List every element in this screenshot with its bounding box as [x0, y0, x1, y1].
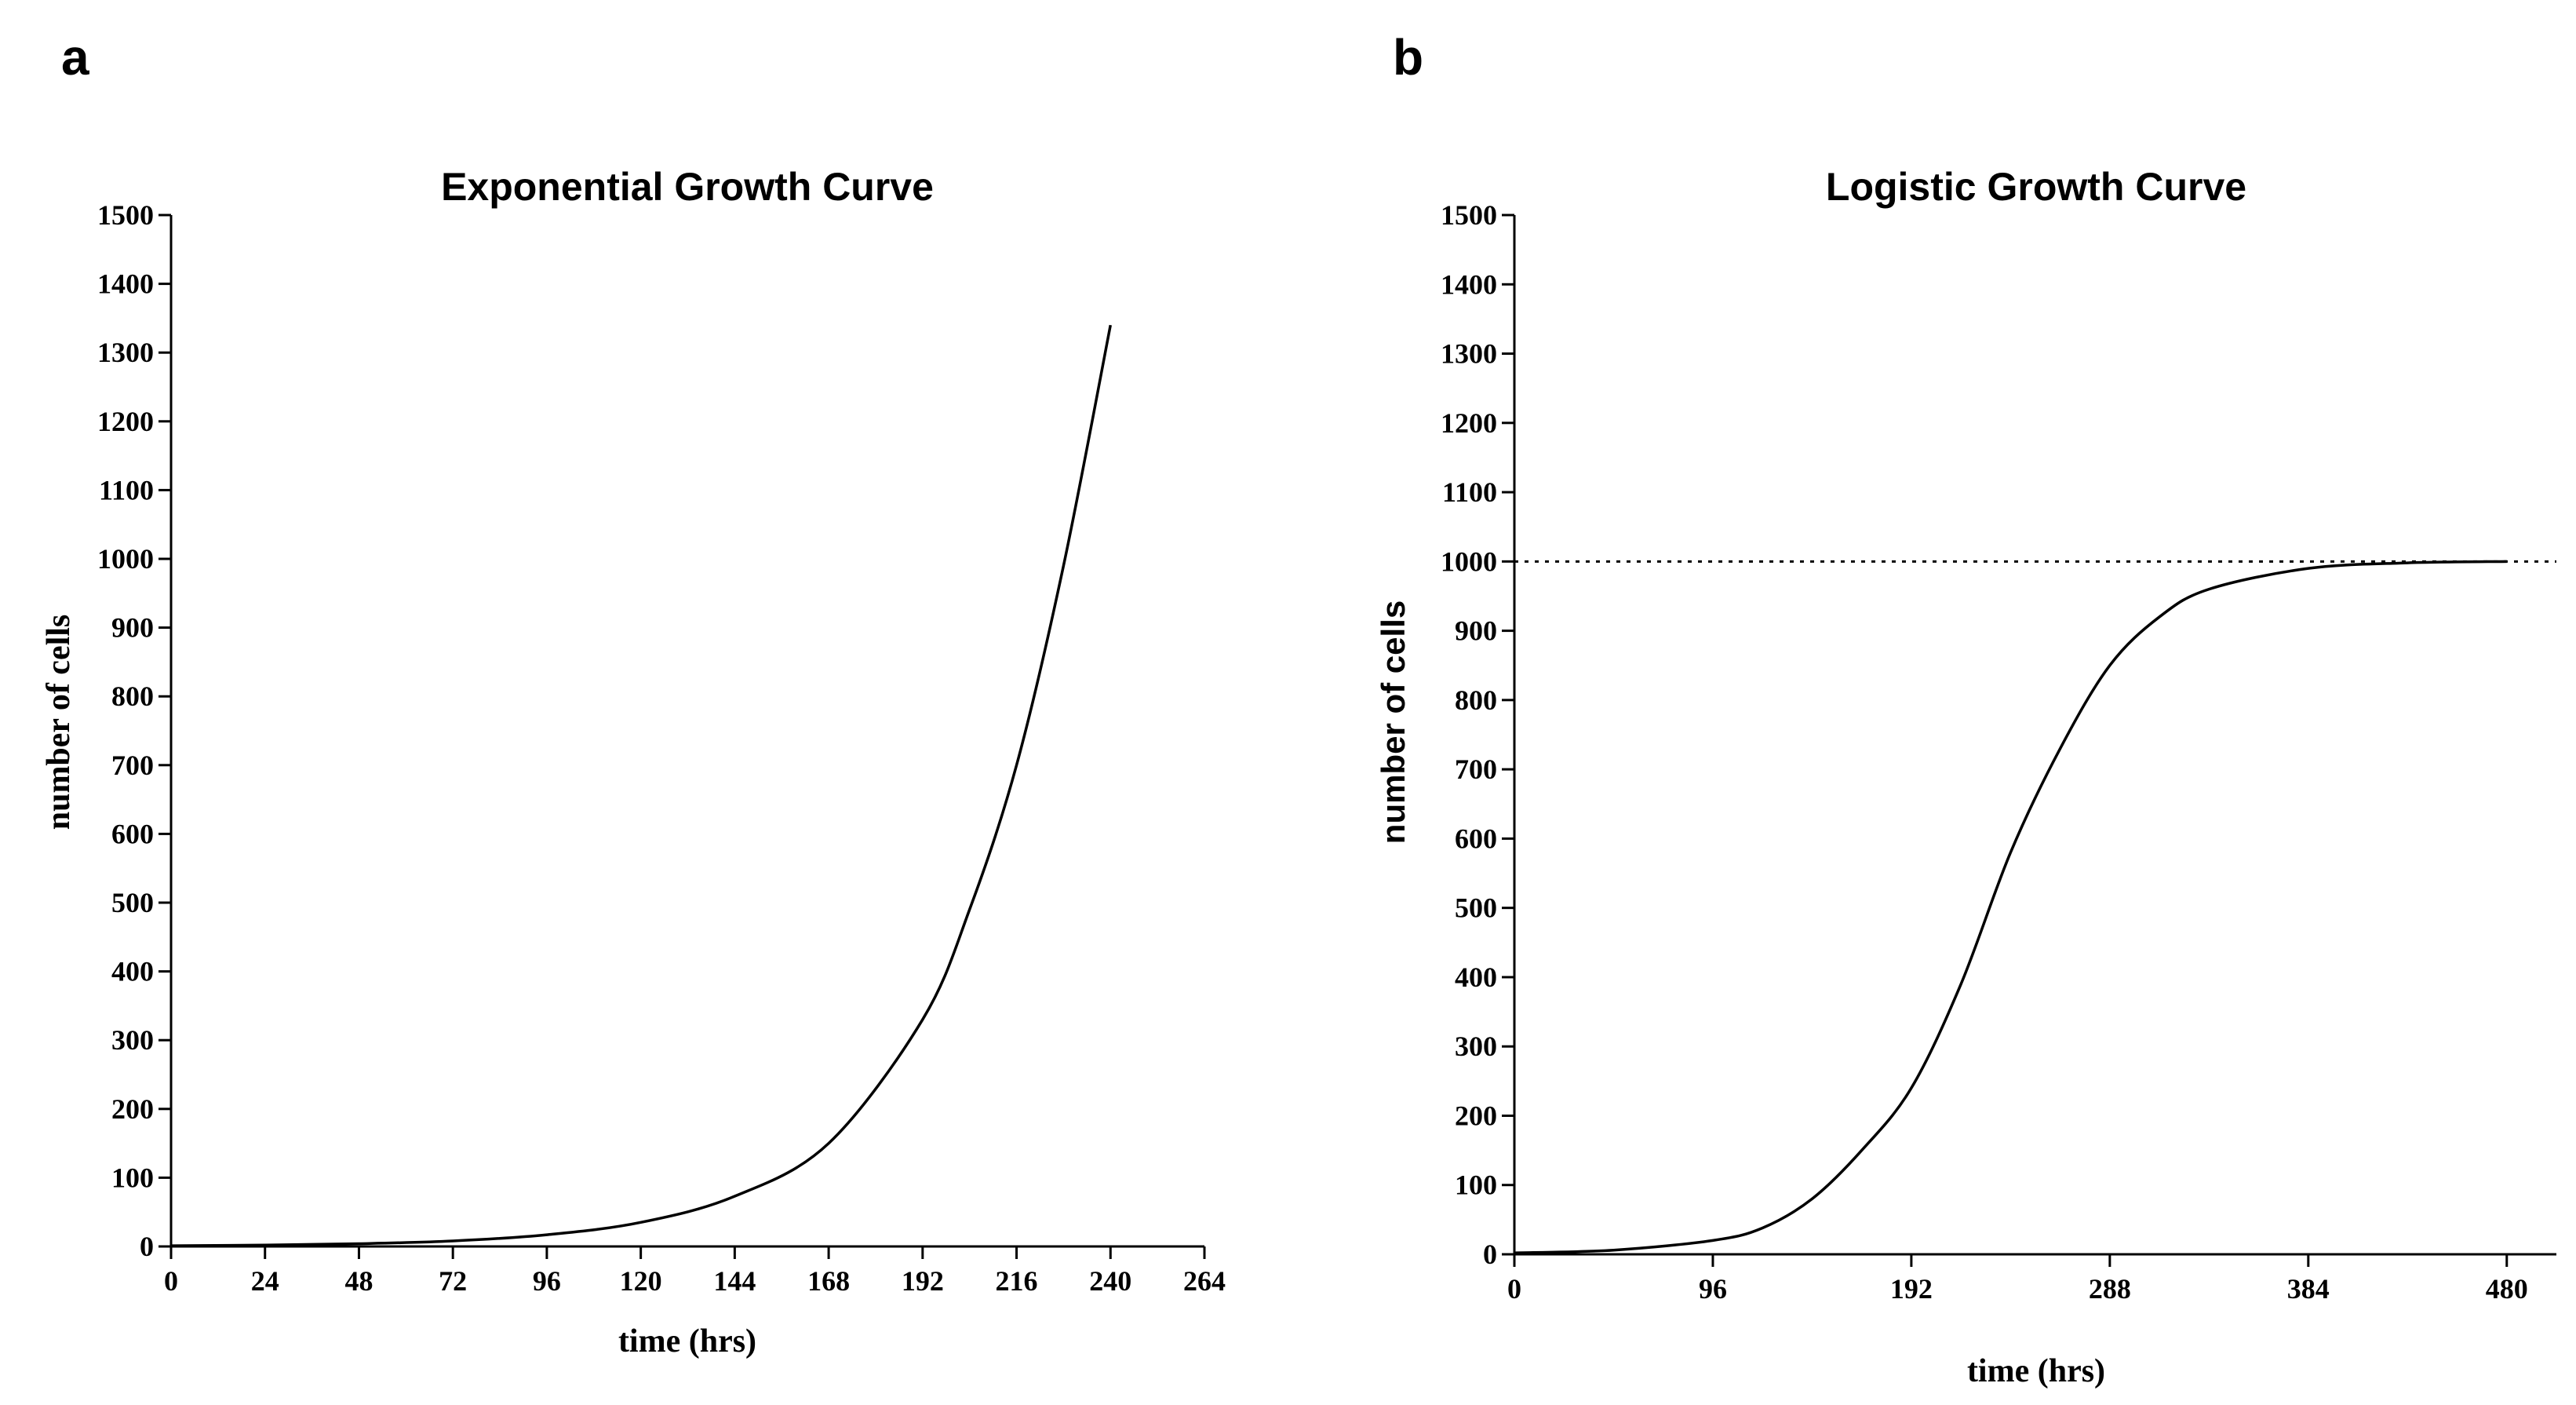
logistic-y-tick-label: 600: [1455, 823, 1497, 854]
logistic-series: [1514, 560, 2507, 1254]
exponential-x-tick-label: 120: [620, 1265, 662, 1297]
exponential-x-tick-label: 0: [164, 1265, 178, 1297]
exponential-y-tick-label: 1200: [97, 406, 154, 437]
logistic-y-tick-label: 1000: [1441, 546, 1497, 577]
logistic-x-tick-label: 288: [2089, 1273, 2131, 1305]
logistic-y-tick-label: 1400: [1441, 268, 1497, 300]
panel-letter-a: a: [61, 29, 89, 86]
logistic-y-tick-label: 300: [1455, 1031, 1497, 1062]
logistic-x-ticks: 0 96 192 288 384 480: [1507, 1254, 2528, 1305]
logistic-y-tick-label: 1100: [1442, 476, 1497, 508]
exponential-x-tick-label: 216: [996, 1265, 1038, 1297]
logistic-axes: [1513, 215, 2556, 1256]
exponential-y-axis-label: number of cells: [41, 615, 77, 830]
logistic-y-ticks: 0 100 200 300 400 500 600 700 800 900 1000 1100 1200…: [1441, 199, 1514, 1270]
exponential-y-tick-label: 300: [111, 1024, 154, 1056]
logistic-x-axis-label: time (hrs): [1967, 1353, 2105, 1389]
exponential-y-tick-label: 1500: [97, 199, 154, 231]
exponential-x-tick-label: 144: [713, 1265, 756, 1297]
logistic-x-tick-label: 192: [1890, 1273, 1933, 1305]
logistic-x-tick-label: 96: [1699, 1273, 1727, 1305]
exponential-x-tick-label: 24: [251, 1265, 279, 1297]
exponential-y-tick-label: 700: [111, 750, 154, 781]
logistic-y-tick-label: 500: [1455, 892, 1497, 924]
exponential-x-axis-label: time (hrs): [618, 1323, 756, 1359]
exponential-x-tick-label: 192: [902, 1265, 944, 1297]
panel-letter-b: b: [1393, 29, 1423, 86]
logistic-y-tick-label: 1300: [1441, 338, 1497, 370]
exponential-y-tick-label: 500: [111, 887, 154, 918]
exponential-x-tick-label: 240: [1089, 1265, 1131, 1297]
exponential-chart-title: Exponential Growth Curve: [441, 165, 934, 209]
exponential-x-tick-label: 48: [344, 1265, 373, 1297]
exponential-chart: Exponential Growth Curve time (hrs) numb…: [41, 165, 1226, 1359]
exponential-curve: [170, 324, 1112, 1247]
exponential-y-tick-label: 800: [111, 681, 154, 712]
exponential-x-tick-label: 72: [439, 1265, 467, 1297]
exponential-y-ticks: 0 100 200 300 400 500 600 700 800 900 1000 1100 1200…: [97, 199, 171, 1262]
exponential-y-tick-label: 1300: [97, 337, 154, 368]
logistic-y-tick-label: 0: [1483, 1239, 1497, 1270]
exponential-x-tick-label: 264: [1183, 1265, 1226, 1297]
logistic-y-tick-label: 900: [1455, 615, 1497, 647]
exponential-x-tick-label: 168: [807, 1265, 850, 1297]
logistic-y-tick-label: 100: [1455, 1170, 1497, 1201]
logistic-y-axis-label: number of cells: [1375, 600, 1412, 844]
logistic-x-tick-label: 480: [2486, 1273, 2528, 1305]
logistic-y-tick-label: 700: [1455, 754, 1497, 785]
exponential-y-tick-label: 100: [111, 1162, 154, 1193]
logistic-y-tick-label: 1500: [1441, 199, 1497, 231]
exponential-y-tick-label: 1100: [99, 474, 154, 505]
exponential-y-tick-label: 900: [111, 612, 154, 644]
exponential-y-tick-label: 200: [111, 1093, 154, 1125]
logistic-y-tick-label: 200: [1455, 1100, 1497, 1131]
logistic-curve: [1514, 560, 2507, 1254]
exponential-y-tick-label: 1400: [97, 268, 154, 300]
exponential-y-tick-label: 400: [111, 956, 154, 987]
logistic-y-tick-label: 1200: [1441, 407, 1497, 439]
exponential-y-tick-label: 600: [111, 818, 154, 849]
logistic-chart-title: Logistic Growth Curve: [1826, 165, 2246, 209]
logistic-chart: Logistic Growth Curve time (hrs) number …: [1375, 165, 2556, 1389]
exponential-series: [170, 324, 1112, 1247]
exponential-axes: [169, 215, 1204, 1248]
logistic-x-tick-label: 384: [2287, 1273, 2330, 1305]
logistic-y-tick-label: 800: [1455, 684, 1497, 716]
exponential-x-tick-label: 96: [533, 1265, 561, 1297]
logistic-x-tick-label: 0: [1507, 1273, 1521, 1305]
logistic-y-tick-label: 400: [1455, 962, 1497, 993]
exponential-y-tick-label: 1000: [97, 543, 154, 575]
exponential-y-tick-label: 0: [140, 1231, 154, 1262]
exponential-x-ticks: 0 24 48 72 96 120 144 168 192 216 240 264: [164, 1246, 1226, 1297]
